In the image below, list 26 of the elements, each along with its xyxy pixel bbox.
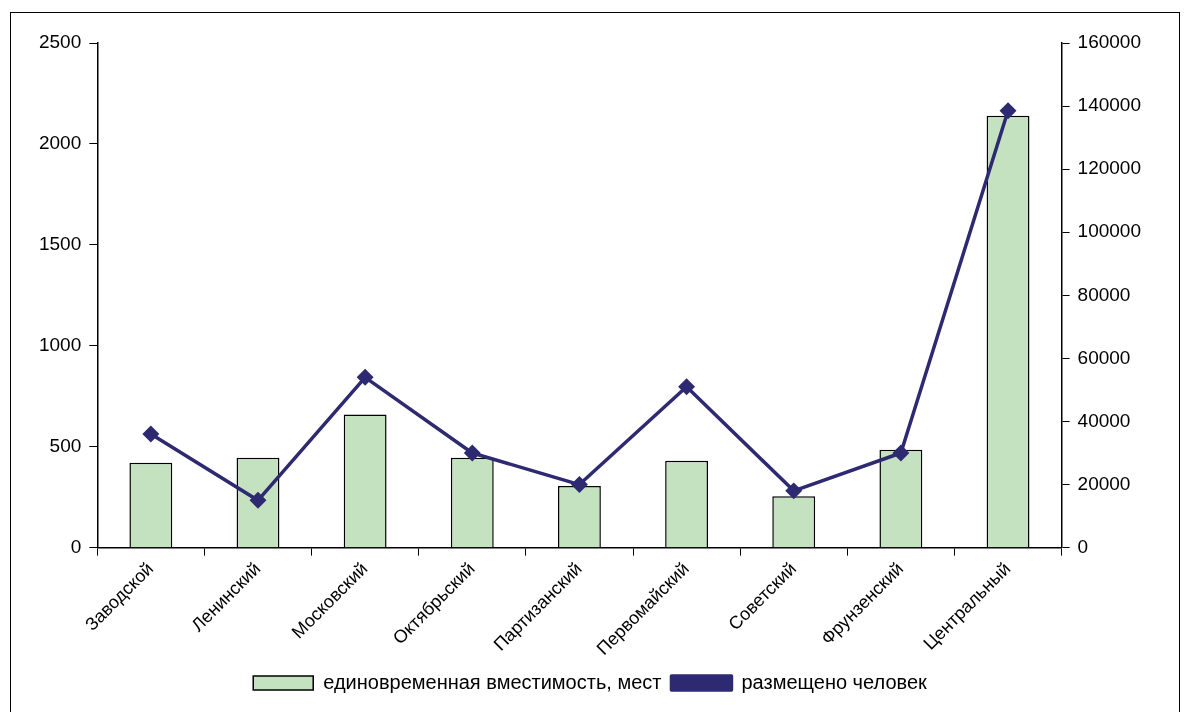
point	[571, 476, 588, 493]
y-tick-label: 1500	[38, 233, 82, 255]
y2-tick-label: 100000	[1077, 220, 1141, 242]
y2-tick-label: 20000	[1077, 472, 1131, 494]
y-tick-label: 0	[70, 535, 82, 557]
y2-tick-label: 0	[1077, 535, 1089, 557]
y-tick-label: 2000	[38, 132, 82, 154]
point	[785, 483, 802, 499]
y2-tick-label: 60000	[1077, 346, 1131, 368]
point	[678, 379, 695, 395]
y2-tick-label: 40000	[1077, 409, 1131, 431]
y2-tick-label: 140000	[1077, 94, 1141, 116]
legend-label: единовременная вместимость, мест	[323, 670, 662, 693]
point	[893, 445, 909, 461]
y2-tick-label: 160000	[1077, 31, 1141, 53]
y-tick-label: 1000	[38, 334, 82, 356]
y-tick-label: 500	[49, 434, 82, 456]
point	[1000, 103, 1016, 119]
point	[250, 492, 266, 509]
legend-label: размещено человек	[741, 670, 928, 693]
point	[357, 369, 373, 386]
point	[143, 426, 159, 442]
y2-tick-label: 80000	[1077, 283, 1131, 305]
y2-tick-label: 120000	[1077, 157, 1141, 179]
y-tick-label: 2500	[38, 31, 82, 53]
point	[464, 445, 481, 461]
